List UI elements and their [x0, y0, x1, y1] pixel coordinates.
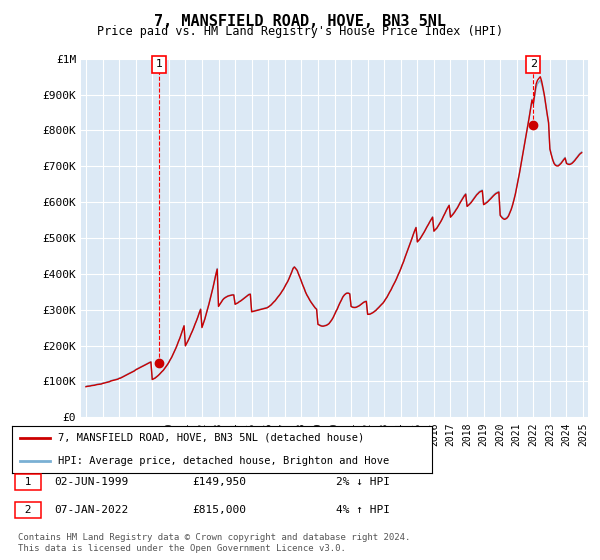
Text: £149,950: £149,950 — [192, 477, 246, 487]
Text: 07-JAN-2022: 07-JAN-2022 — [54, 505, 128, 515]
Text: 7, MANSFIELD ROAD, HOVE, BN3 5NL: 7, MANSFIELD ROAD, HOVE, BN3 5NL — [154, 14, 446, 29]
Text: 1: 1 — [156, 59, 163, 69]
Text: 2: 2 — [530, 59, 537, 69]
Text: 2% ↓ HPI: 2% ↓ HPI — [336, 477, 390, 487]
Text: 02-JUN-1999: 02-JUN-1999 — [54, 477, 128, 487]
Text: Price paid vs. HM Land Registry's House Price Index (HPI): Price paid vs. HM Land Registry's House … — [97, 25, 503, 38]
Text: HPI: Average price, detached house, Brighton and Hove: HPI: Average price, detached house, Brig… — [58, 456, 389, 466]
Text: 4% ↑ HPI: 4% ↑ HPI — [336, 505, 390, 515]
Text: 7, MANSFIELD ROAD, HOVE, BN3 5NL (detached house): 7, MANSFIELD ROAD, HOVE, BN3 5NL (detach… — [58, 432, 364, 442]
Text: 1: 1 — [18, 477, 38, 487]
Text: £815,000: £815,000 — [192, 505, 246, 515]
Text: 2: 2 — [18, 505, 38, 515]
Text: Contains HM Land Registry data © Crown copyright and database right 2024.
This d: Contains HM Land Registry data © Crown c… — [18, 533, 410, 553]
